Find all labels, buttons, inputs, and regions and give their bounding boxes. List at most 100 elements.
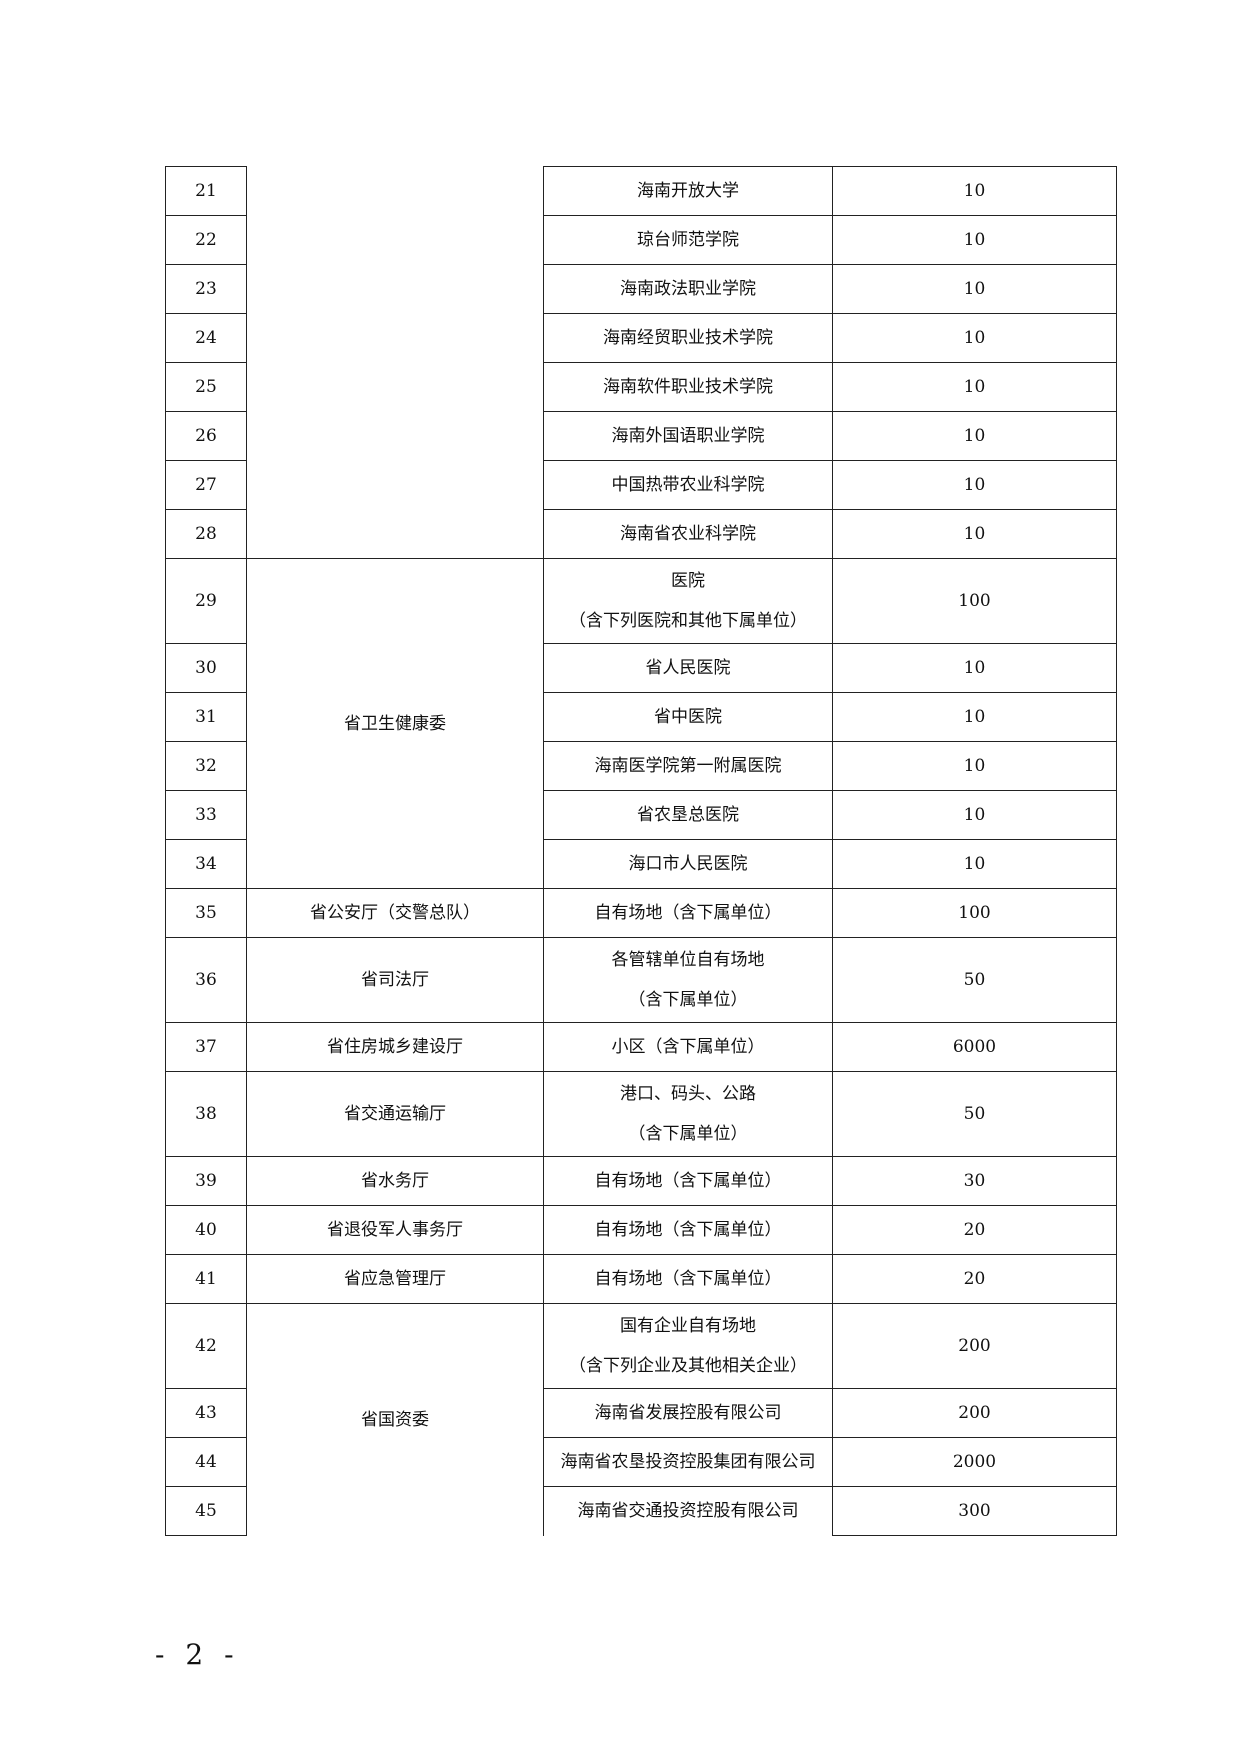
unit-cell: 省人民医院 bbox=[543, 643, 833, 693]
quantity-cell: 20 bbox=[832, 1254, 1117, 1304]
department-cell: 省住房城乡建设厅 bbox=[246, 1022, 544, 1072]
table-row: 41 省应急管理厅 自有场地（含下属单位） 20 bbox=[165, 1254, 1117, 1304]
table-row: 29 省卫生健康委 医院 （含下列医院和其他下属单位） 100 bbox=[165, 558, 1117, 889]
unit-cell: 国有企业自有场地 （含下列企业及其他相关企业） bbox=[543, 1303, 833, 1389]
unit-text-line: 各管辖单位自有场地 bbox=[611, 950, 765, 970]
unit-cell: 自有场地（含下属单位） bbox=[543, 1254, 833, 1304]
unit-cell: 港口、码头、公路 （含下属单位） bbox=[543, 1071, 833, 1157]
quantity-cell: 200 bbox=[832, 1303, 1117, 1389]
table-row: 27 中国热带农业科学院 10 bbox=[165, 460, 1117, 510]
row-number-cell: 44 bbox=[165, 1437, 247, 1487]
unit-cell: 省中医院 bbox=[543, 692, 833, 742]
unit-text-line: 海南政法职业学院 bbox=[620, 279, 756, 299]
quantity-cell: 100 bbox=[832, 888, 1117, 938]
unit-text-line: 海南省农垦投资控股集团有限公司 bbox=[560, 1452, 816, 1472]
row-number-cell: 24 bbox=[165, 313, 247, 363]
unit-cell: 海南软件职业技术学院 bbox=[543, 362, 833, 412]
unit-cell: 自有场地（含下属单位） bbox=[543, 888, 833, 938]
row-number-cell: 28 bbox=[165, 509, 247, 559]
quantity-cell: 50 bbox=[832, 1071, 1117, 1157]
row-number-cell: 23 bbox=[165, 264, 247, 314]
unit-text-line: 海南省农业科学院 bbox=[620, 524, 756, 544]
department-cell: 省交通运输厅 bbox=[246, 1071, 544, 1157]
row-number-cell: 21 bbox=[165, 166, 247, 216]
unit-cell: 海南经贸职业技术学院 bbox=[543, 313, 833, 363]
row-number-cell: 22 bbox=[165, 215, 247, 265]
unit-cell: 海南医学院第一附属医院 bbox=[543, 741, 833, 791]
quantity-cell: 6000 bbox=[832, 1022, 1117, 1072]
quantity-cell: 200 bbox=[832, 1388, 1117, 1438]
unit-text-line: 省人民医院 bbox=[645, 658, 731, 678]
unit-text-line: 省农垦总医院 bbox=[637, 805, 739, 825]
unit-text-line: 海南省交通投资控股有限公司 bbox=[577, 1501, 799, 1522]
table-row: 22 琼台师范学院 10 bbox=[165, 215, 1117, 265]
table-row: 42 省国资委 国有企业自有场地 （含下列企业及其他相关企业） 200 bbox=[165, 1303, 1117, 1536]
unit-text-line: 省中医院 bbox=[654, 707, 722, 727]
table-row: 33 省农垦总医院 10 bbox=[165, 790, 1117, 840]
quantity-cell: 2000 bbox=[832, 1437, 1117, 1487]
department-cell: 省公安厅（交警总队） bbox=[246, 888, 544, 938]
table-row: 32 海南医学院第一附属医院 10 bbox=[165, 741, 1117, 791]
unit-text-line: 琼台师范学院 bbox=[637, 230, 739, 250]
table-row: 36 省司法厅 各管辖单位自有场地 （含下属单位） 50 bbox=[165, 937, 1117, 1023]
unit-cell: 小区（含下属单位） bbox=[543, 1022, 833, 1072]
unit-text-line: 港口、码头、公路 bbox=[620, 1084, 756, 1104]
quantity-cell: 10 bbox=[832, 509, 1117, 559]
quantity-cell: 20 bbox=[832, 1205, 1117, 1255]
unit-cell: 自有场地（含下属单位） bbox=[543, 1205, 833, 1255]
table-row: 28 海南省农业科学院 10 bbox=[165, 509, 1117, 559]
unit-cell: 琼台师范学院 bbox=[543, 215, 833, 265]
table-row: 21 海南开放大学 10 bbox=[165, 166, 1117, 559]
unit-cell: 医院 （含下列医院和其他下属单位） bbox=[543, 558, 833, 644]
unit-text-line: 自有场地（含下属单位） bbox=[594, 1220, 782, 1240]
unit-cell: 海南政法职业学院 bbox=[543, 264, 833, 314]
row-number-cell: 30 bbox=[165, 643, 247, 693]
row-number-cell: 32 bbox=[165, 741, 247, 791]
unit-text-line: （含下属单位） bbox=[628, 990, 748, 1010]
table-row: 40 省退役军人事务厅 自有场地（含下属单位） 20 bbox=[165, 1205, 1117, 1255]
row-number-cell: 33 bbox=[165, 790, 247, 840]
table-row: 39 省水务厅 自有场地（含下属单位） 30 bbox=[165, 1156, 1117, 1206]
unit-cell: 海南省农垦投资控股集团有限公司 bbox=[543, 1437, 833, 1487]
department-cell: 省司法厅 bbox=[246, 937, 544, 1023]
unit-text-line: 自有场地（含下属单位） bbox=[594, 1171, 782, 1191]
department-cell: 省应急管理厅 bbox=[246, 1254, 544, 1304]
unit-text-line: 海南省发展控股有限公司 bbox=[594, 1403, 782, 1423]
unit-text-line: 自有场地（含下属单位） bbox=[594, 903, 782, 923]
unit-text-line: 国有企业自有场地 bbox=[620, 1316, 756, 1336]
department-cell: 省国资委 bbox=[246, 1303, 544, 1536]
unit-cell: 海南省发展控股有限公司 bbox=[543, 1388, 833, 1438]
unit-cell: 海南开放大学 bbox=[543, 166, 833, 216]
quantity-cell: 10 bbox=[832, 264, 1117, 314]
table-row: 26 海南外国语职业学院 10 bbox=[165, 411, 1117, 461]
unit-text-line: 海南经贸职业技术学院 bbox=[603, 328, 773, 348]
table-row: 30 省人民医院 10 bbox=[165, 643, 1117, 693]
table-row: 43 海南省发展控股有限公司 200 bbox=[165, 1388, 1117, 1438]
table-row: 23 海南政法职业学院 10 bbox=[165, 264, 1117, 314]
table-row: 31 省中医院 10 bbox=[165, 692, 1117, 742]
table-row: 38 省交通运输厅 港口、码头、公路 （含下属单位） 50 bbox=[165, 1071, 1117, 1157]
unit-cell: 自有场地（含下属单位） bbox=[543, 1156, 833, 1206]
row-number-cell: 36 bbox=[165, 937, 247, 1023]
department-cell bbox=[246, 166, 544, 559]
unit-cell: 省农垦总医院 bbox=[543, 790, 833, 840]
table-row: 45 海南省交通投资控股有限公司 300 bbox=[165, 1486, 1117, 1536]
unit-text-line: 海口市人民医院 bbox=[628, 854, 748, 874]
page-number: - 2 - bbox=[155, 1638, 240, 1671]
department-cell: 省水务厅 bbox=[246, 1156, 544, 1206]
unit-cell: 各管辖单位自有场地 （含下属单位） bbox=[543, 937, 833, 1023]
unit-text-line: （含下列医院和其他下属单位） bbox=[569, 611, 807, 631]
row-number-cell: 26 bbox=[165, 411, 247, 461]
quantity-cell: 30 bbox=[832, 1156, 1117, 1206]
unit-cell: 海南省农业科学院 bbox=[543, 509, 833, 559]
unit-text-line: 自有场地（含下属单位） bbox=[594, 1269, 782, 1289]
row-number-cell: 31 bbox=[165, 692, 247, 742]
quantity-cell: 10 bbox=[832, 643, 1117, 693]
row-number-cell: 34 bbox=[165, 839, 247, 889]
quantity-cell: 10 bbox=[832, 839, 1117, 889]
quantity-cell: 10 bbox=[832, 692, 1117, 742]
row-number-cell: 43 bbox=[165, 1388, 247, 1438]
row-number-cell: 35 bbox=[165, 888, 247, 938]
unit-text-line: （含下属单位） bbox=[628, 1124, 748, 1144]
unit-text-line: 海南医学院第一附属医院 bbox=[594, 756, 782, 776]
